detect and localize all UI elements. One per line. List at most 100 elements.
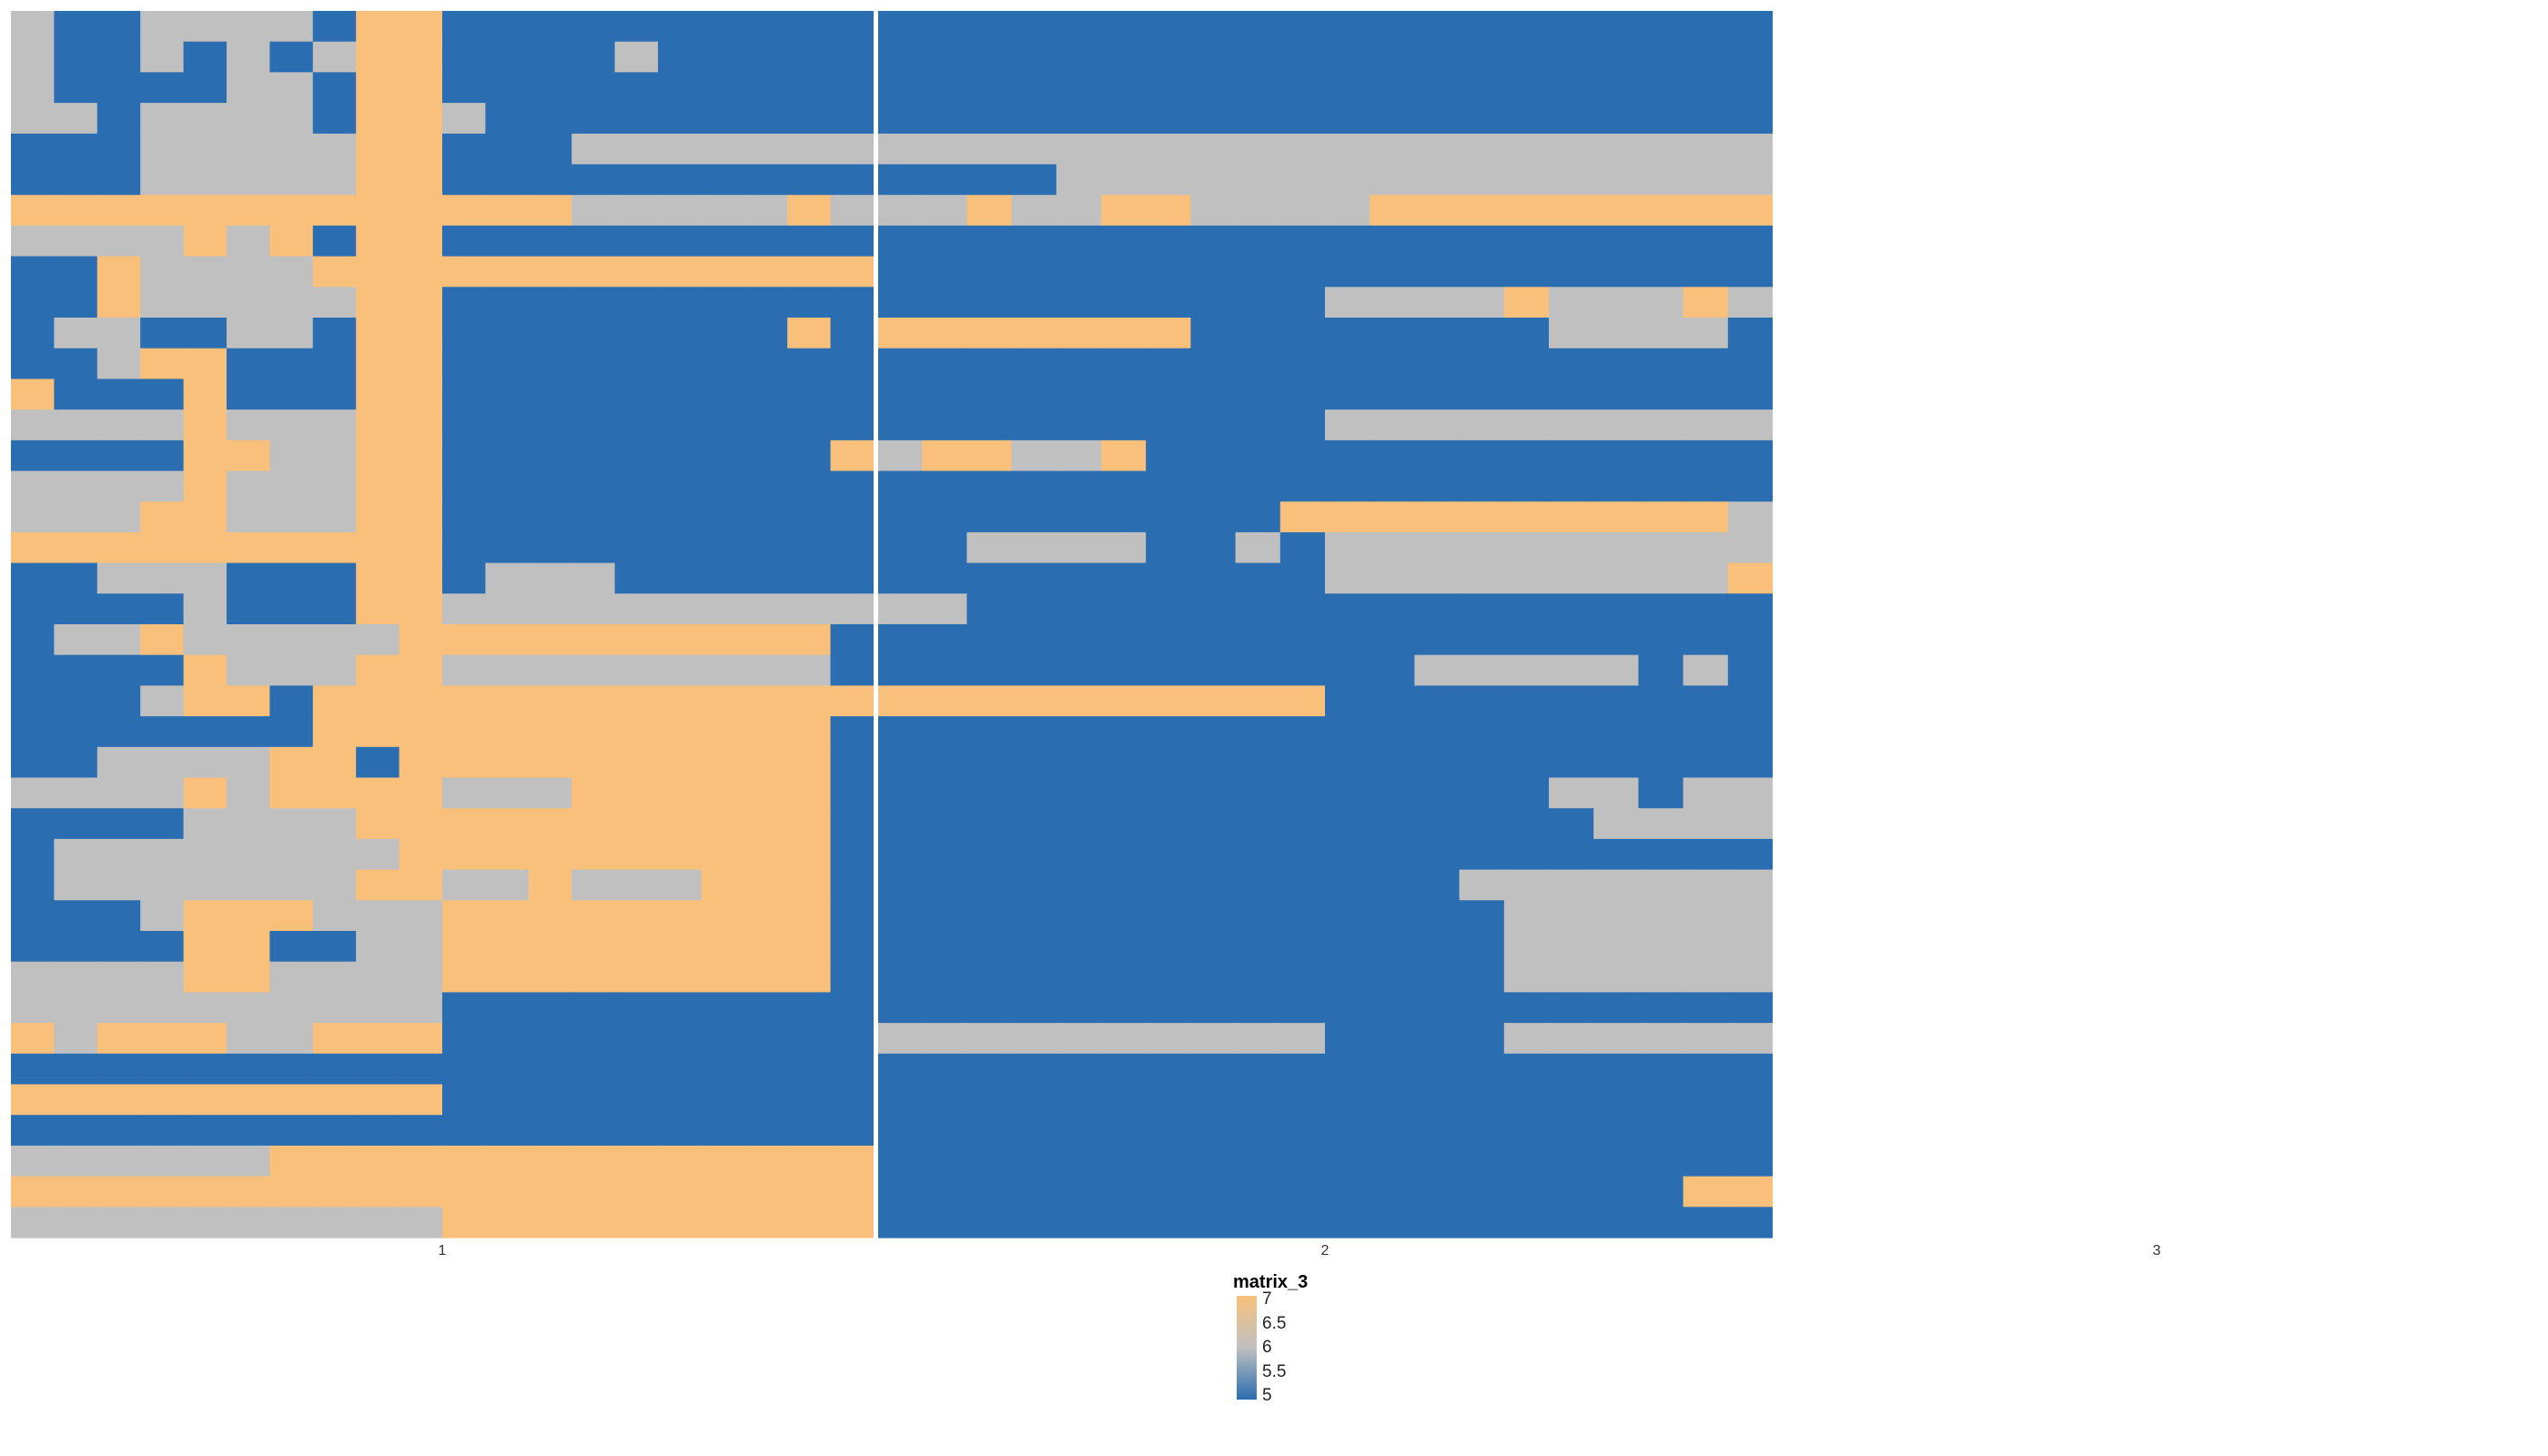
heatmap-cell <box>269 1115 314 1147</box>
heatmap-cell <box>1279 562 1326 594</box>
heatmap-cell <box>877 501 923 533</box>
heatmap-cell <box>787 900 832 932</box>
heatmap-cell <box>658 164 702 196</box>
heatmap-cell <box>442 1176 486 1208</box>
heatmap-cell <box>1549 470 1594 502</box>
heatmap-cell <box>571 256 616 288</box>
heatmap-cell <box>1638 869 1684 901</box>
heatmap-cell <box>1503 593 1550 625</box>
heatmap-cell <box>269 1176 314 1208</box>
heatmap-cell <box>1638 72 1684 104</box>
heatmap-cell <box>830 1115 875 1147</box>
heatmap-cell <box>227 379 270 410</box>
heatmap-cell <box>1549 318 1594 349</box>
heatmap-cell <box>1325 348 1370 379</box>
heatmap-cell <box>1638 379 1684 410</box>
heatmap-cell <box>1683 562 1729 594</box>
heatmap-cell <box>743 287 788 318</box>
heatmap-cell <box>140 1145 185 1178</box>
heatmap-cell <box>1011 225 1057 258</box>
heatmap-cell <box>614 72 659 104</box>
heatmap-cell <box>1146 1115 1191 1147</box>
heatmap-cell <box>1727 410 1774 441</box>
heatmap-cell <box>183 72 228 104</box>
heatmap-cell <box>1056 225 1102 258</box>
heatmap-cell <box>830 961 875 993</box>
heatmap-cell <box>1414 624 1461 656</box>
heatmap-cell <box>227 746 270 779</box>
heatmap-cell <box>269 838 314 871</box>
heatmap-cell <box>877 318 923 349</box>
heatmap-cell <box>1593 562 1639 594</box>
heatmap-cell <box>183 1023 228 1055</box>
heatmap-cell <box>1593 931 1639 963</box>
heatmap-cell <box>1325 318 1370 349</box>
heatmap-cell <box>442 593 486 625</box>
heatmap-cell <box>1011 1115 1057 1147</box>
heatmap-cell <box>1011 103 1057 135</box>
heatmap-cell <box>614 501 659 533</box>
heatmap-cell <box>1683 685 1729 717</box>
heatmap-cell <box>1101 287 1147 318</box>
heatmap-cell <box>1101 470 1147 502</box>
heatmap-cell <box>1146 256 1191 288</box>
heatmap-cell <box>614 716 659 748</box>
heatmap-cell <box>1146 1053 1191 1086</box>
heatmap-cell <box>1011 41 1057 73</box>
heatmap-cell <box>54 716 98 748</box>
heatmap-cell <box>1101 1084 1147 1116</box>
heatmap-cell <box>485 440 530 472</box>
heatmap-cell <box>1056 746 1102 779</box>
heatmap-cell <box>54 1176 98 1208</box>
heatmap-cell <box>787 225 832 258</box>
heatmap-cell <box>312 1207 357 1239</box>
heatmap-cell <box>1101 348 1147 379</box>
heatmap-cell <box>1459 900 1505 932</box>
heatmap-cell <box>1727 1145 1774 1178</box>
heatmap-cell <box>528 1053 572 1086</box>
heatmap-cell <box>1190 685 1237 717</box>
heatmap-cell <box>1503 348 1550 379</box>
heatmap-cell <box>1279 869 1326 901</box>
heatmap-cell <box>1503 624 1550 656</box>
heatmap-cell <box>1011 440 1057 472</box>
heatmap-cell <box>227 1207 270 1239</box>
heatmap-cell <box>1146 624 1191 656</box>
heatmap-cell <box>1011 256 1057 288</box>
heatmap-cell <box>1593 287 1639 318</box>
heatmap-cell <box>269 379 314 410</box>
heatmap-cell <box>1056 1145 1102 1178</box>
heatmap-cell <box>1638 287 1684 318</box>
heatmap-cell <box>1279 1023 1326 1055</box>
heatmap-cell <box>1503 1084 1550 1116</box>
heatmap-cell <box>1459 746 1505 779</box>
heatmap-cell <box>1638 470 1684 502</box>
heatmap-cell <box>1549 716 1594 748</box>
heatmap-cell <box>1235 72 1281 104</box>
heatmap-cell <box>442 348 486 379</box>
heatmap-cell <box>140 1023 185 1055</box>
heatmap-cell <box>1325 410 1370 441</box>
heatmap-cell <box>312 931 357 963</box>
heatmap-cell <box>54 1145 98 1178</box>
heatmap-cell <box>1414 1053 1461 1086</box>
heatmap-cell <box>1549 103 1594 135</box>
heatmap-cell <box>1279 410 1326 441</box>
heatmap-cell <box>96 287 141 318</box>
heatmap-cell <box>485 562 530 594</box>
heatmap-cell <box>1638 685 1684 717</box>
heatmap-cell <box>1235 716 1281 748</box>
heatmap-cell <box>442 1084 486 1116</box>
heatmap-cell <box>1101 654 1147 686</box>
heatmap-cell <box>528 808 572 840</box>
heatmap-cell <box>1638 624 1684 656</box>
heatmap-cell <box>96 624 141 656</box>
heatmap-cell <box>227 1023 270 1055</box>
heatmap-cell <box>787 1145 832 1178</box>
heatmap-cell <box>1279 654 1326 686</box>
heatmap-cell <box>269 531 314 564</box>
heatmap-cell <box>1325 593 1370 625</box>
heatmap-cell <box>1414 1084 1461 1116</box>
heatmap-cell <box>1459 11 1505 43</box>
heatmap-cell <box>658 72 702 104</box>
